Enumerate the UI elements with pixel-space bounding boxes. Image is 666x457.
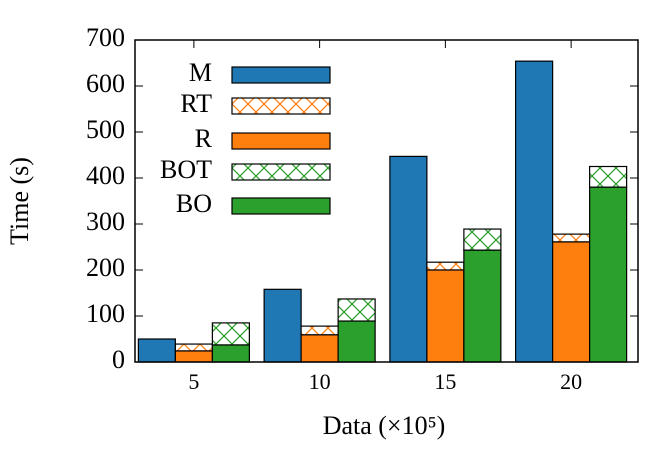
y-tick-label: 600	[86, 69, 125, 98]
bar	[137, 338, 176, 363]
bar	[337, 298, 376, 322]
bar	[300, 325, 339, 336]
legend-label: BO	[176, 189, 212, 218]
y-tick-label: 500	[86, 115, 125, 144]
y-axis-label: Time (s)	[5, 157, 34, 245]
bar	[463, 249, 502, 363]
bar	[552, 241, 591, 363]
legend-swatch	[231, 132, 331, 150]
y-tick-label: 100	[86, 299, 125, 328]
bar	[552, 233, 591, 243]
bar	[211, 344, 250, 363]
bar	[515, 60, 554, 363]
legend-swatch	[231, 163, 331, 181]
bar	[589, 165, 628, 188]
bar	[463, 228, 502, 251]
bar	[426, 269, 465, 363]
y-tick-label: 700	[86, 23, 125, 52]
x-tick-label: 10	[309, 369, 331, 394]
legend-swatch	[231, 197, 331, 215]
x-axis-label: Data (×10⁵)	[323, 411, 446, 440]
bar	[426, 261, 465, 271]
legend-label: M	[189, 58, 212, 87]
legend-label: R	[195, 124, 213, 153]
y-tick-label: 400	[86, 161, 125, 190]
x-tick-label: 5	[188, 369, 199, 394]
bar	[174, 350, 213, 363]
bar	[263, 288, 302, 363]
legend-label: BOT	[160, 155, 212, 184]
bar	[300, 334, 339, 363]
bar	[589, 186, 628, 363]
legend-swatch	[231, 97, 331, 115]
y-tick-label: 0	[112, 345, 125, 374]
legend-swatch	[231, 66, 331, 84]
x-tick-label: 15	[434, 369, 456, 394]
bar	[211, 322, 250, 346]
y-tick-label: 200	[86, 253, 125, 282]
bar	[389, 155, 428, 363]
legend-label: RT	[180, 89, 212, 118]
x-tick-label: 20	[560, 369, 582, 394]
bar	[337, 320, 376, 363]
y-tick-label: 300	[86, 207, 125, 236]
bar	[174, 343, 213, 352]
plot-frame	[134, 39, 639, 363]
